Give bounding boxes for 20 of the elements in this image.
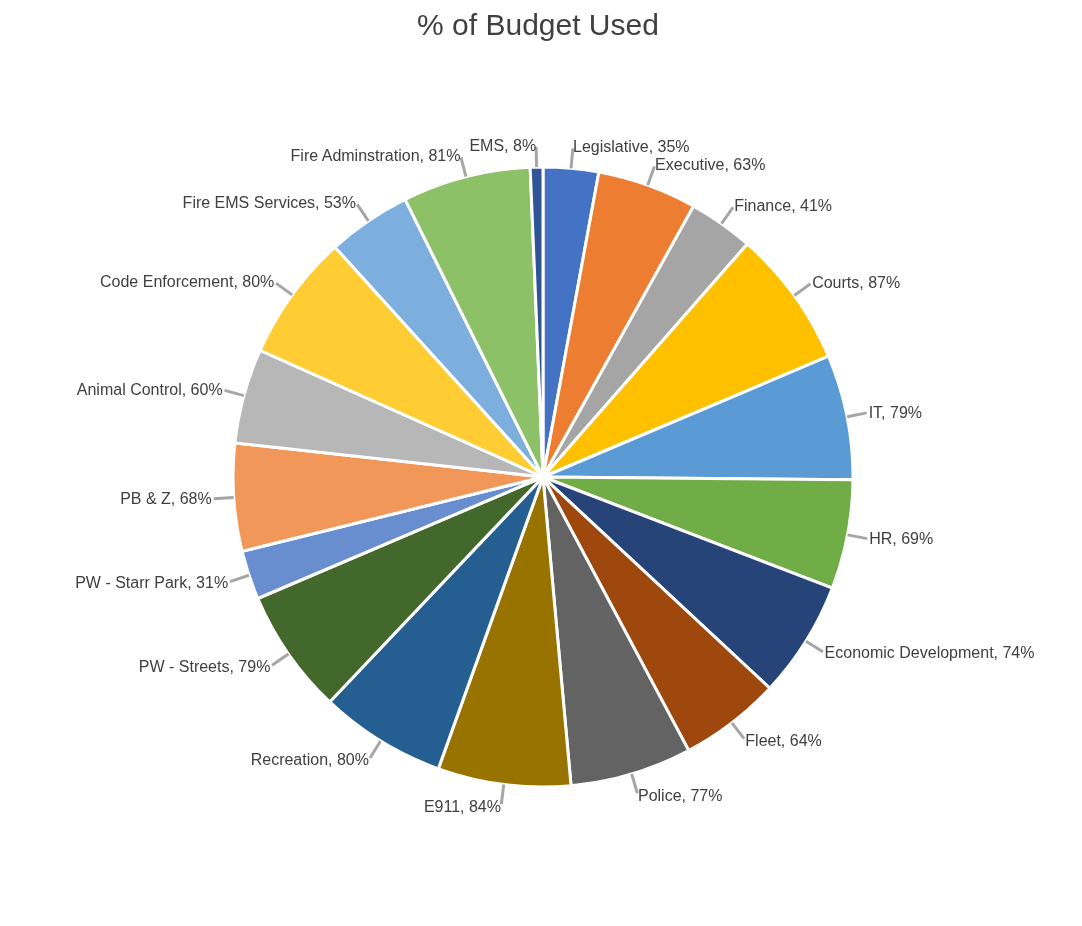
slice-label: IT, 79% <box>868 403 923 421</box>
slice-label: PW - Streets, 79% <box>138 657 271 675</box>
slice-label: E911, 84% <box>423 797 501 815</box>
slice-label: Police, 77% <box>637 786 723 804</box>
slice-label: Courts, 87% <box>812 274 901 292</box>
slice-label: Economic Development, 74% <box>824 644 1035 662</box>
chart-title: % of Budget Used <box>416 8 660 42</box>
slice-label: Fire EMS Services, 53% <box>182 194 357 212</box>
slice-label: Finance, 41% <box>734 197 833 215</box>
slice-label: Fleet, 64% <box>745 731 822 749</box>
slice-label: HR, 69% <box>869 530 934 548</box>
slice-label: Legislative, 35% <box>573 137 690 155</box>
slice-label: Executive, 63% <box>655 156 766 173</box>
slice-label: Animal Control, 60% <box>76 381 223 399</box>
slice-label: Fire Adminstration, 81% <box>290 146 461 164</box>
slice-label: Recreation, 80% <box>250 751 369 769</box>
slice-label: PW - Starr Park, 31% <box>75 573 229 591</box>
slice-label: EMS, 8% <box>469 136 537 154</box>
slice-label: Code Enforcement, 80% <box>100 273 275 291</box>
slice-label: PB & Z, 68% <box>120 490 212 508</box>
